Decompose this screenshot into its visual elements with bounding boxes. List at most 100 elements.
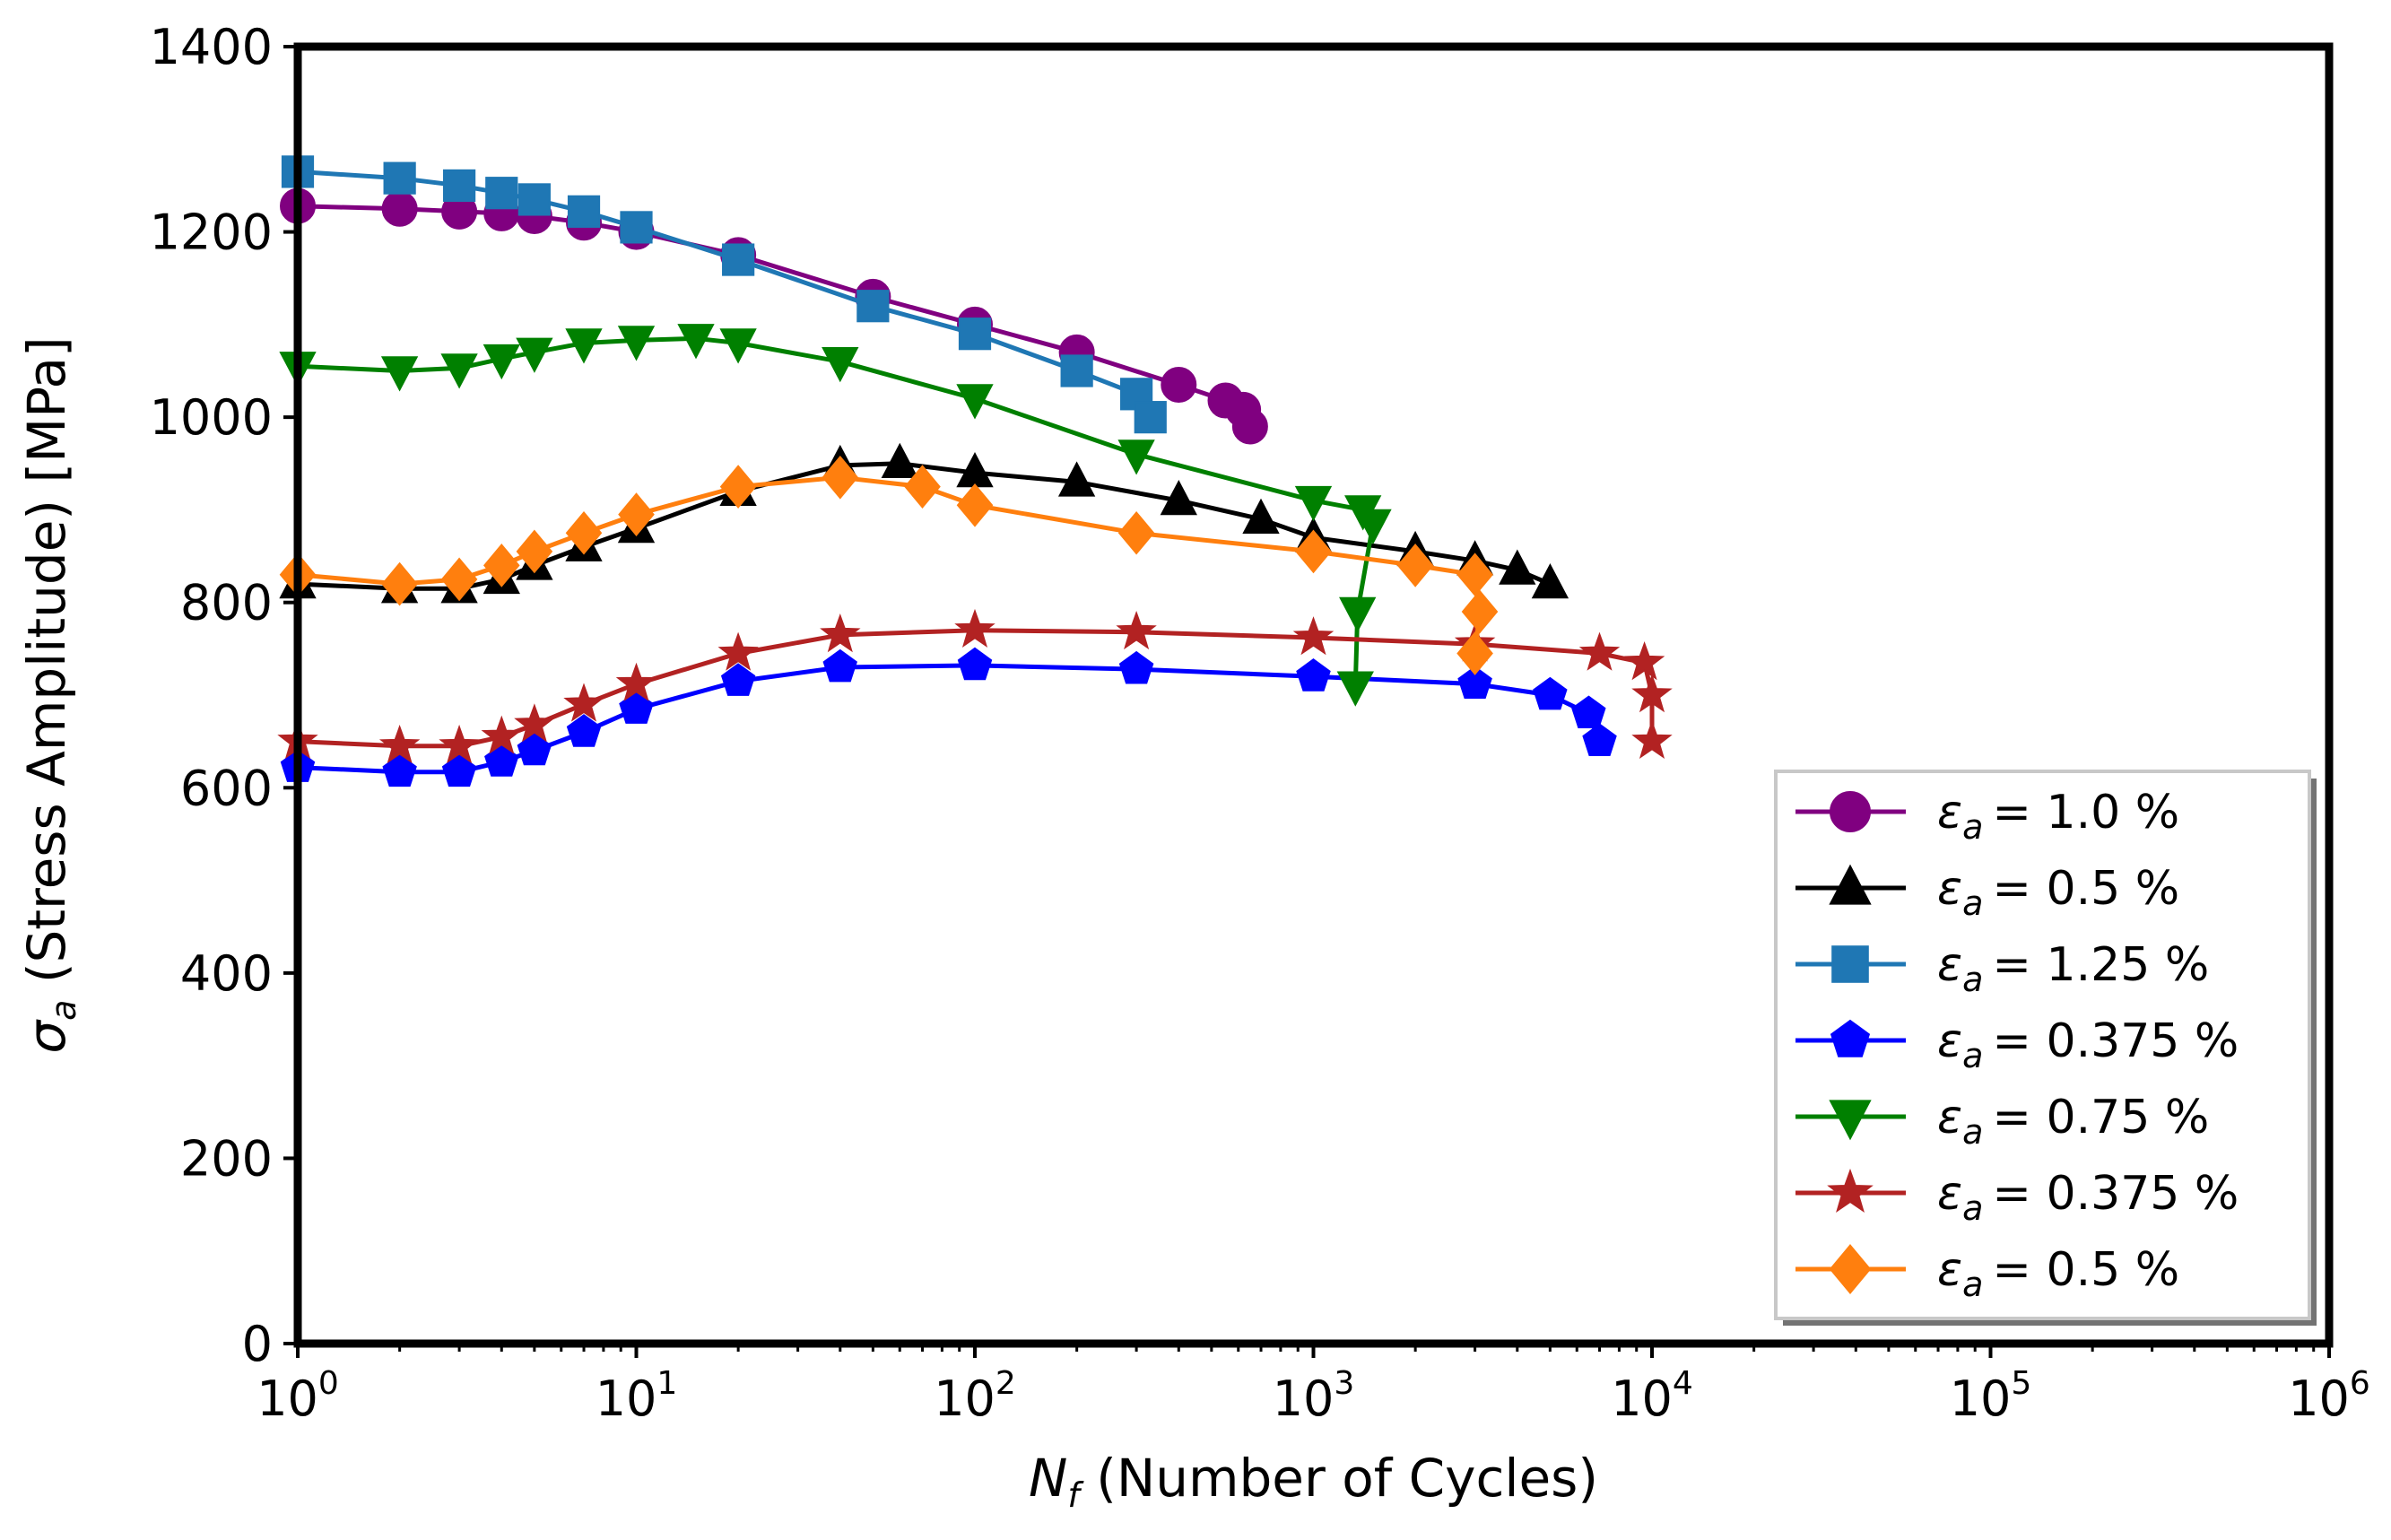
data-point xyxy=(956,483,994,527)
data-point xyxy=(822,648,857,683)
data-point xyxy=(563,683,604,722)
data-point xyxy=(1117,439,1155,475)
data-point xyxy=(881,442,918,478)
data-point xyxy=(1116,610,1157,650)
data-point xyxy=(1336,671,1374,707)
y-tick-label: 600 xyxy=(180,760,273,816)
data-point xyxy=(565,510,603,555)
data-point xyxy=(1456,552,1493,597)
y-tick-label: 0 xyxy=(242,1316,273,1372)
data-point xyxy=(856,290,890,323)
data-point xyxy=(617,326,656,361)
data-point xyxy=(1231,408,1268,445)
x-tick-label: 104 xyxy=(1611,1365,1693,1427)
data-point xyxy=(1134,401,1167,434)
legend-marker xyxy=(1830,791,1871,832)
data-point xyxy=(722,243,755,276)
data-point xyxy=(517,732,552,766)
data-point xyxy=(1531,563,1569,599)
data-point xyxy=(483,344,520,380)
data-point xyxy=(717,631,759,671)
legend-label: εa = 0.375 % xyxy=(1937,1014,2239,1075)
data-point xyxy=(958,318,992,351)
legend-label: εa = 1.0 % xyxy=(1937,786,2179,847)
legend-label: εa = 0.375 % xyxy=(1937,1167,2239,1228)
x-tick-label: 102 xyxy=(934,1365,1016,1427)
y-tick-label: 800 xyxy=(180,575,273,631)
legend-marker xyxy=(1830,1019,1871,1057)
data-point xyxy=(1295,529,1332,574)
data-point xyxy=(382,753,417,787)
data-point xyxy=(1057,461,1096,497)
data-point xyxy=(1499,549,1536,585)
data-point xyxy=(443,169,476,203)
legend-marker xyxy=(1831,945,1869,983)
x-tick-label: 103 xyxy=(1273,1365,1355,1427)
data-point xyxy=(566,714,602,747)
data-point xyxy=(484,744,519,777)
data-point xyxy=(1354,509,1392,544)
data-point xyxy=(720,663,756,696)
y-tick-label: 200 xyxy=(180,1130,273,1187)
data-point xyxy=(378,724,421,764)
data-point xyxy=(1582,723,1617,756)
data-point xyxy=(1160,480,1197,516)
x-tick-label: 105 xyxy=(1950,1365,2032,1427)
data-point xyxy=(1396,544,1434,587)
y-tick-label: 1000 xyxy=(150,389,273,446)
data-point xyxy=(719,328,757,364)
data-point xyxy=(904,465,941,509)
data-point xyxy=(565,328,603,364)
data-point xyxy=(1339,596,1377,633)
data-point xyxy=(1631,674,1673,713)
data-point xyxy=(719,465,757,509)
x-tick-label: 100 xyxy=(256,1365,339,1427)
data-point xyxy=(620,211,653,244)
legend-label: εa = 0.5 % xyxy=(1937,862,2179,923)
y-tick-label: 400 xyxy=(180,945,273,1002)
data-point xyxy=(957,647,993,681)
data-point xyxy=(1242,498,1280,534)
series-line xyxy=(297,663,1602,775)
data-point xyxy=(1457,666,1492,699)
y-tick-label: 1200 xyxy=(150,204,273,261)
data-point xyxy=(567,195,601,228)
data-point xyxy=(618,492,655,536)
legend-marker xyxy=(1827,1168,1874,1213)
legend: εa = 1.0 % εa = 0.5 % εa = 1.25 % εa = 0.375 % ε… xyxy=(1774,770,2317,1326)
data-point xyxy=(1578,631,1621,671)
series-3 xyxy=(281,155,1167,434)
x-tick-label: 106 xyxy=(2288,1365,2370,1427)
data-point xyxy=(441,753,477,787)
data-point xyxy=(483,544,520,587)
data-point xyxy=(956,384,994,420)
data-point xyxy=(381,190,418,227)
data-point xyxy=(383,161,416,195)
data-point xyxy=(1296,658,1331,692)
legend-label: εa = 1.25 % xyxy=(1937,938,2209,999)
data-point xyxy=(1060,354,1093,387)
data-point xyxy=(1118,650,1154,684)
x-axis-title: Nf (Number of Cycles) xyxy=(1029,1448,1598,1515)
data-point xyxy=(1533,676,1568,710)
data-point xyxy=(439,724,480,764)
data-point xyxy=(1631,719,1673,760)
data-point xyxy=(516,337,553,373)
data-point xyxy=(954,608,996,648)
axis-layer: 100 101 102 103 104 105 106 0 200 400 600 800 1000 12… xyxy=(150,19,2370,1427)
data-point xyxy=(677,324,715,360)
data-point xyxy=(440,557,478,602)
legend-marker xyxy=(1829,1100,1872,1141)
data-point xyxy=(822,455,859,500)
data-point xyxy=(440,353,478,389)
legend-marker xyxy=(1829,864,1872,905)
data-point xyxy=(619,691,654,724)
data-point xyxy=(1161,366,1197,403)
data-point xyxy=(1461,589,1499,634)
data-point xyxy=(380,356,419,392)
series-7 xyxy=(279,455,1499,675)
data-point xyxy=(1456,631,1493,675)
data-point xyxy=(517,183,551,216)
legend-label: εa = 0.75 % xyxy=(1937,1091,2209,1152)
